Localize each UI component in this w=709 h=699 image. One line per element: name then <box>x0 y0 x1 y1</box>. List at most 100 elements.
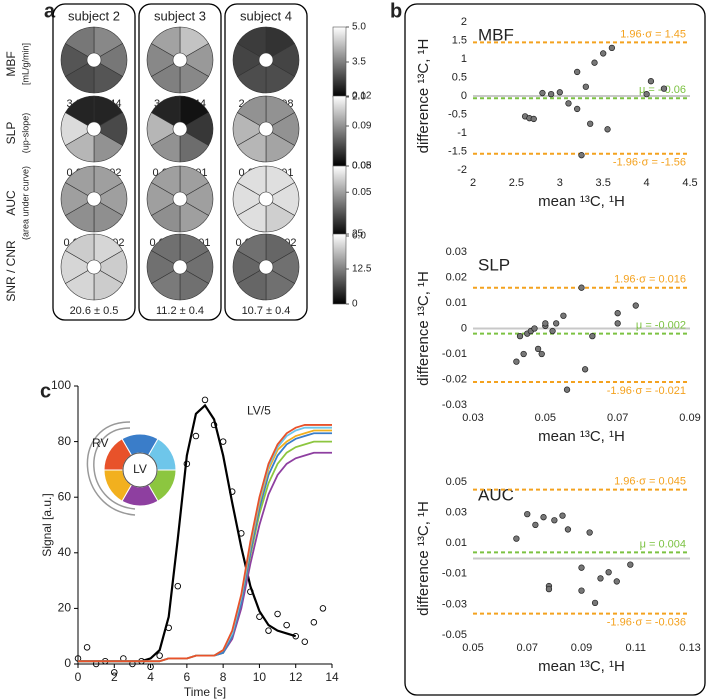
colorbar-tick-label: 5.0 <box>352 22 366 33</box>
data-point <box>174 582 182 590</box>
data-point <box>578 564 585 571</box>
y-axis-label: difference ¹³C, ¹H <box>415 271 432 386</box>
y-tick-label: 1.5 <box>452 34 467 46</box>
x-tick-label: 12 <box>289 670 303 684</box>
y-tick-label: 0.5 <box>452 71 467 83</box>
data-point <box>301 638 309 646</box>
y-tick-label: -2 <box>457 164 467 176</box>
data-point <box>574 105 581 113</box>
x-axis-label: mean ¹³C, ¹H <box>538 193 625 210</box>
row-label: AUC <box>4 190 18 216</box>
polar-segment <box>65 95 95 130</box>
inset-lv <box>122 452 158 488</box>
y-tick-label: 1 <box>461 53 467 65</box>
series-line <box>78 403 297 663</box>
data-point <box>111 669 118 676</box>
data-point <box>560 312 567 319</box>
data-point <box>165 624 172 632</box>
x-tick-label: 8 <box>220 670 227 684</box>
data-point <box>283 621 290 629</box>
y-tick-label: 40 <box>58 545 72 559</box>
y-tick-label: 0.03 <box>446 246 467 258</box>
row-sublabel: (area under curve) <box>20 166 30 240</box>
data-point <box>247 588 254 595</box>
data-point <box>540 514 547 521</box>
y-tick-label: -0.03 <box>442 399 467 411</box>
polar-center <box>172 259 188 275</box>
row-label: SLP <box>4 122 18 145</box>
x-tick-label: 0.05 <box>462 642 483 654</box>
y-tick-label: 0 <box>64 656 71 670</box>
y-tick-label: -1.5 <box>448 145 467 157</box>
data-point <box>228 488 236 495</box>
data-point <box>600 50 607 57</box>
subject-label: subject 4 <box>240 8 292 23</box>
data-point <box>538 350 545 358</box>
limit-line-label: 1.96·σ = 1.45 <box>620 28 686 40</box>
polar-center <box>172 191 188 207</box>
data-point <box>520 350 527 358</box>
x-tick-label: 0.11 <box>625 642 646 654</box>
polar-segment <box>151 233 181 268</box>
x-tick-label: 4.5 <box>682 177 697 189</box>
subject-label: subject 2 <box>68 8 120 23</box>
data-point <box>564 526 572 533</box>
data-point <box>559 512 566 519</box>
series-label: LV/5 <box>247 404 271 418</box>
x-axis-label: mean ¹³C, ¹H <box>538 658 625 675</box>
data-point <box>532 521 539 528</box>
series-line <box>78 424 332 663</box>
y-tick-label: 0 <box>461 90 467 102</box>
limit-line-label: -1.96·σ = -0.036 <box>607 616 686 628</box>
polar-center <box>86 52 102 68</box>
polar-segment <box>151 95 181 130</box>
data-point <box>613 578 620 585</box>
x-tick-label: 4 <box>644 177 650 189</box>
polar-center <box>86 191 102 207</box>
data-point <box>310 619 318 626</box>
data-point <box>578 152 585 159</box>
panel-label: c <box>40 380 51 402</box>
rv-outline <box>86 421 136 516</box>
chart-title: SLP <box>478 255 510 274</box>
polar-segment <box>237 233 267 268</box>
data-point <box>319 605 327 612</box>
data-point <box>530 115 537 123</box>
data-point <box>614 310 621 317</box>
y-tick-label: -0.05 <box>442 629 467 641</box>
polar-center <box>258 121 274 137</box>
y-axis-label: difference ¹³C, ¹H <box>415 501 432 616</box>
colorbar-tick-label: 0 <box>352 299 358 310</box>
polar-center <box>86 121 102 137</box>
limit-line-label: -1.96·σ = -1.56 <box>613 157 686 169</box>
subject-box <box>52 3 136 321</box>
y-tick-label: 0.01 <box>446 537 467 549</box>
data-point <box>643 90 650 98</box>
data-point <box>553 320 560 327</box>
y-tick-label: 0.03 <box>446 507 467 519</box>
subject-label: subject 3 <box>154 8 206 23</box>
x-tick-label: 6 <box>184 670 191 684</box>
colorbar <box>332 165 347 237</box>
x-tick-label: 0.13 <box>679 642 700 654</box>
limit-line-label: 1.96·σ = 0.045 <box>614 476 686 488</box>
data-point <box>516 333 524 340</box>
x-tick-label: 0.09 <box>571 642 592 654</box>
data-point <box>549 327 556 335</box>
data-point <box>265 627 272 634</box>
data-point <box>539 89 546 97</box>
data-point <box>256 613 263 620</box>
data-point <box>183 460 191 468</box>
x-tick-label: 3.5 <box>596 177 611 189</box>
y-tick-label: -0.01 <box>442 348 467 360</box>
chart-title: AUC <box>478 485 514 504</box>
data-point <box>201 396 209 404</box>
y-tick-label: -0.02 <box>442 373 467 385</box>
polar-segment <box>237 26 267 61</box>
mean-line-label: μ = 0.004 <box>640 538 686 550</box>
data-point <box>591 59 598 66</box>
data-point <box>274 610 281 618</box>
colorbar <box>332 26 347 98</box>
